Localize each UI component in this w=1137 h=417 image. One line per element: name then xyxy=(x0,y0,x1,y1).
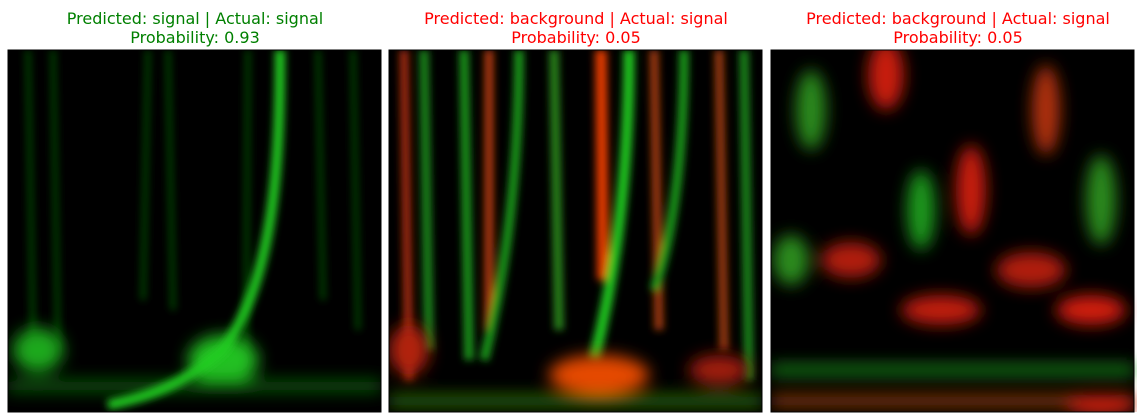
panel-subtitle: Probability: 0.05 xyxy=(511,28,641,47)
panel-title: Predicted: background | Actual: signal xyxy=(424,9,728,28)
figure: Predicted: signal | Actual: signal Proba… xyxy=(0,0,1137,417)
panel-title: Predicted: signal | Actual: signal xyxy=(67,9,323,28)
panel-image xyxy=(771,40,1136,415)
panel-title: Predicted: background | Actual: signal xyxy=(806,9,1110,28)
panel-subtitle: Probability: 0.05 xyxy=(893,28,1023,47)
panel-image xyxy=(389,50,762,412)
panel-subtitle: Probability: 0.93 xyxy=(130,28,260,47)
panel-image xyxy=(8,50,381,412)
